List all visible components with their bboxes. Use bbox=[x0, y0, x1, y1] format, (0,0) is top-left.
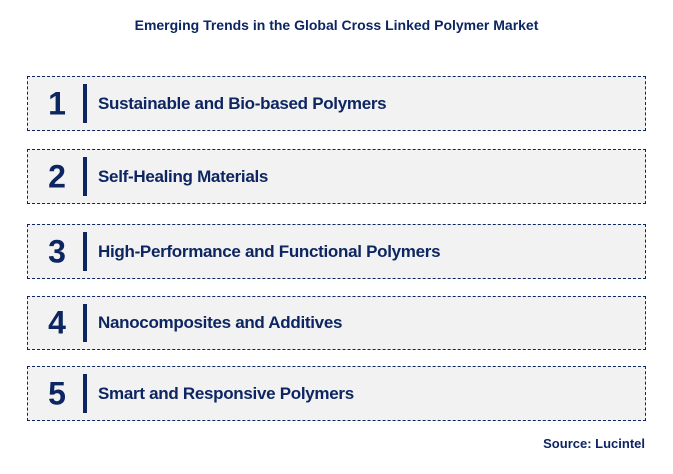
source-label: Source: Lucintel bbox=[543, 436, 645, 451]
divider bbox=[83, 157, 87, 196]
item-number: 2 bbox=[48, 158, 66, 194]
page-title: Emerging Trends in the Global Cross Link… bbox=[134, 17, 539, 33]
divider bbox=[83, 84, 87, 123]
item-label: High-Performance and Functional Polymers bbox=[98, 241, 441, 261]
trend-item-5: 5 Smart and Responsive Polymers bbox=[27, 366, 646, 421]
divider bbox=[83, 304, 87, 342]
item-number: 1 bbox=[48, 85, 66, 121]
divider bbox=[83, 374, 87, 413]
divider bbox=[83, 232, 87, 271]
item-label: Sustainable and Bio-based Polymers bbox=[98, 93, 387, 113]
trend-item-1: 1 Sustainable and Bio-based Polymers bbox=[27, 76, 646, 131]
trend-item-4: 4 Nanocomposites and Additives bbox=[27, 296, 646, 350]
item-label: Nanocomposites and Additives bbox=[98, 313, 343, 332]
trend-item-2: 2 Self-Healing Materials bbox=[27, 149, 646, 204]
item-label: Smart and Responsive Polymers bbox=[98, 383, 354, 403]
item-label: Self-Healing Materials bbox=[98, 166, 269, 186]
item-number: 3 bbox=[48, 233, 66, 269]
item-number: 4 bbox=[48, 304, 66, 341]
trend-item-3: 3 High-Performance and Functional Polyme… bbox=[27, 224, 646, 279]
item-number: 5 bbox=[48, 375, 66, 411]
